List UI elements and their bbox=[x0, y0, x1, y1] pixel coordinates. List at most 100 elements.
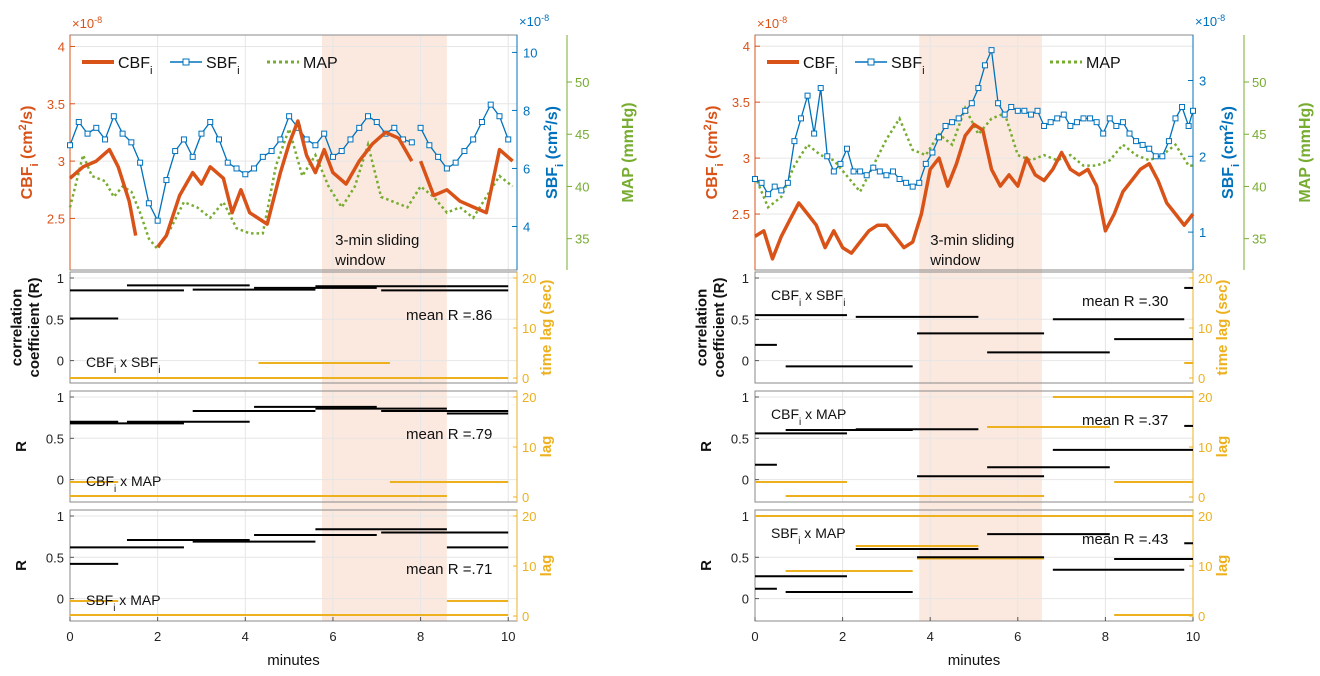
left-tick-label: 4 bbox=[743, 39, 750, 54]
right-tick-label: 10 bbox=[523, 45, 537, 60]
left-tick-label: 2.5 bbox=[47, 211, 65, 226]
sbf-point bbox=[1159, 153, 1166, 160]
sbf-point bbox=[784, 179, 791, 186]
sbf-point bbox=[758, 179, 765, 186]
cbf-axis-title: CBFi (cm2/s) bbox=[702, 106, 726, 200]
sbf-point bbox=[347, 136, 354, 143]
lag-axis-title: lag bbox=[538, 436, 555, 458]
sbf-point bbox=[791, 138, 798, 145]
sbf-point bbox=[408, 139, 415, 146]
sbf-point bbox=[968, 100, 975, 107]
sbf-point bbox=[1119, 119, 1126, 126]
sbf-point bbox=[216, 136, 222, 143]
sbf-point bbox=[312, 142, 319, 149]
cbf-series-line bbox=[156, 119, 414, 249]
r-tick-label: 1 bbox=[742, 509, 749, 524]
sbf-point bbox=[1100, 130, 1107, 137]
legend-sbf-marker bbox=[867, 58, 875, 66]
left-tick-label: 3.5 bbox=[732, 95, 750, 110]
lag-tick-label: 20 bbox=[1198, 390, 1212, 405]
r-axis-title: R bbox=[698, 441, 715, 452]
right-tick-label: 3 bbox=[1199, 73, 1206, 88]
sbf-point bbox=[949, 119, 956, 126]
mean-r-label: mean R =.37 bbox=[1082, 412, 1168, 429]
sbf-point bbox=[373, 119, 380, 126]
x-axis-title: minutes bbox=[948, 652, 1001, 669]
r-tick-label: 0 bbox=[742, 473, 749, 488]
sbf-point bbox=[843, 145, 850, 152]
sbf-point bbox=[365, 113, 371, 120]
sbf-axis-title: SBFi (cm2/s) bbox=[542, 106, 566, 199]
sbf-point bbox=[277, 136, 284, 143]
sbf-point bbox=[154, 217, 161, 224]
r-axis-title: R bbox=[13, 441, 30, 452]
sbf-point bbox=[1021, 107, 1028, 114]
sbf-point bbox=[145, 200, 152, 207]
x-tick-label: 10 bbox=[1186, 629, 1200, 644]
sbf-point bbox=[1087, 115, 1094, 122]
pair-label: SBFi x MAP bbox=[86, 592, 161, 614]
lag-tick-label: 20 bbox=[522, 509, 536, 524]
r-tick-label: 1 bbox=[57, 509, 64, 524]
sbf-point bbox=[830, 168, 837, 175]
sbf-point bbox=[338, 148, 345, 155]
lag-tick-label: 10 bbox=[1198, 559, 1212, 574]
sbf-point bbox=[1073, 119, 1080, 126]
sbf-point bbox=[1093, 119, 1100, 126]
sbf-point bbox=[224, 159, 231, 166]
r-tick-label: 0 bbox=[57, 592, 64, 607]
sbf-point bbox=[995, 100, 1002, 107]
sbf-point bbox=[942, 122, 949, 129]
sbf-point bbox=[1113, 122, 1120, 129]
sbf-point bbox=[1126, 130, 1133, 137]
sbf-point bbox=[461, 148, 468, 155]
pair-label: SBFi x MAP bbox=[771, 525, 846, 547]
sbf-point bbox=[452, 159, 459, 166]
sbf-point bbox=[356, 124, 363, 131]
sbf-point bbox=[1190, 107, 1196, 114]
sbf-point bbox=[850, 168, 857, 175]
cbf-series-line bbox=[418, 147, 514, 215]
lag-tick-label: 20 bbox=[522, 271, 536, 286]
pair-label: CBFi x SBFi bbox=[771, 287, 845, 309]
sbf-point bbox=[935, 134, 942, 141]
sbf-point bbox=[75, 119, 82, 126]
sbf-point bbox=[922, 160, 929, 167]
sbf-point bbox=[981, 62, 988, 69]
sbf-point bbox=[321, 130, 328, 137]
sbf-point bbox=[837, 160, 844, 167]
x-tick-label: 0 bbox=[751, 629, 758, 644]
x-tick-label: 8 bbox=[1102, 629, 1109, 644]
sbf-point bbox=[804, 92, 811, 99]
window-label-line2: window bbox=[929, 252, 980, 269]
sbf-point bbox=[870, 164, 877, 171]
sbf-point bbox=[268, 148, 275, 155]
sbf-axis-title: SBFi (cm2/s) bbox=[1218, 106, 1242, 199]
sliding-window-band bbox=[919, 35, 1042, 621]
sbf-point bbox=[863, 172, 870, 179]
sbf-point bbox=[172, 148, 179, 155]
r-tick-label: 0 bbox=[742, 354, 749, 369]
sbf-point bbox=[84, 130, 91, 137]
lag-tick-label: 0 bbox=[1198, 609, 1205, 624]
mean-r-label: mean R =.79 bbox=[406, 426, 492, 443]
left-exponent: ×10-8 bbox=[757, 15, 787, 31]
sbf-point bbox=[417, 124, 424, 131]
lag-tick-label: 20 bbox=[1198, 271, 1212, 286]
sbf-point bbox=[1133, 138, 1140, 145]
pair-label: CBFi x MAP bbox=[86, 473, 161, 495]
sbf-point bbox=[883, 172, 890, 179]
r-tick-label: 0 bbox=[742, 592, 749, 607]
sbf-point bbox=[102, 136, 109, 143]
sbf-point bbox=[876, 168, 883, 175]
right-tick-label: 8 bbox=[523, 103, 530, 118]
lag-tick-label: 20 bbox=[1198, 509, 1212, 524]
lag-tick-label: 0 bbox=[522, 609, 529, 624]
cbf-series-line bbox=[68, 147, 138, 236]
map-tick-label: 40 bbox=[1252, 179, 1266, 194]
right-tick-label: 4 bbox=[523, 219, 530, 234]
